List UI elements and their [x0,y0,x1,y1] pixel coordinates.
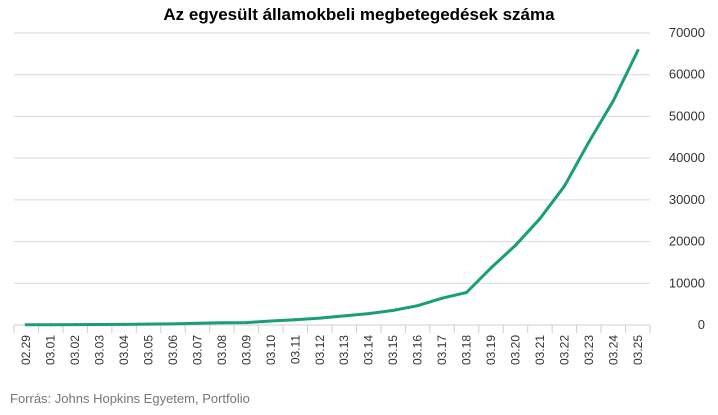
data-point [367,312,371,316]
x-tick-label: 03.24 [606,335,620,365]
x-tick-label: 03.06 [166,335,180,365]
x-tick-label: 03.23 [582,335,596,365]
x-tick-label: 03.08 [215,335,229,365]
y-tick-label: 70000 [669,25,705,40]
data-point [269,319,273,323]
x-tick-label: 03.05 [142,335,156,365]
x-axis-labels: 02.29 03.01 03.02 03.03 03.04 03.05 03.06 03.07… [19,335,645,365]
data-point [416,304,420,308]
x-tick-label: 03.12 [313,335,327,365]
data-point [98,323,102,327]
data-point [73,323,77,327]
data-point [24,323,28,327]
data-point [440,296,444,300]
x-tick-label: 03.22 [557,335,571,365]
x-tick-label: 03.25 [631,335,645,365]
data-point [391,308,395,312]
x-tick-label: 03.10 [264,335,278,365]
x-tick-label: 03.11 [288,335,302,364]
data-point [489,266,493,270]
x-tick-label: 03.07 [190,335,204,365]
data-point [587,140,591,144]
x-tick-label: 03.17 [435,335,449,365]
gridlines [13,32,651,333]
x-tick-label: 03.14 [362,335,376,365]
data-point [195,321,199,325]
x-tick-label: 03.21 [533,335,547,365]
data-point [122,322,126,326]
data-point [171,322,175,326]
x-tick-label: 03.19 [484,335,498,365]
data-point [342,314,346,318]
x-tick-label: 03.04 [117,335,131,365]
series-layer [24,49,640,327]
y-tick-label: 0 [698,317,705,332]
x-tick-label: 03.02 [68,335,82,365]
x-tick-label: 03.16 [411,335,425,365]
y-tick-label: 50000 [669,108,705,123]
source-note: Forrás: Johns Hopkins Egyetem, Portfolio [10,391,250,406]
data-point [465,291,469,295]
data-point [147,322,151,326]
y-tick-label: 40000 [669,150,705,165]
x-tick-label: 02.29 [19,335,33,365]
data-point [513,243,517,247]
x-tick-label: 03.03 [93,335,107,365]
y-axis-labels: 0 10000 20000 30000 40000 50000 60000 70000 [669,25,705,332]
chart-title: Az egyesült államokbeli megbetegedések s… [163,5,555,24]
x-tick-label: 03.15 [386,335,400,365]
x-tick-label: 03.20 [508,335,522,365]
x-tick-label: 03.01 [44,335,58,365]
data-point [244,321,248,325]
y-tick-label: 10000 [669,275,705,290]
data-point [611,99,615,103]
x-tick-label: 03.18 [460,335,474,365]
x-tick-label: 03.09 [239,335,253,365]
y-tick-label: 20000 [669,234,705,249]
data-point [538,217,542,221]
data-point [562,184,566,188]
y-tick-label: 60000 [669,67,705,82]
data-point [49,323,53,327]
y-tick-label: 30000 [669,192,705,207]
data-point [318,316,322,320]
data-point [293,318,297,322]
data-point [220,321,224,325]
data-point [636,49,640,53]
series-line [24,49,640,327]
x-tick-label: 03.13 [337,335,351,365]
